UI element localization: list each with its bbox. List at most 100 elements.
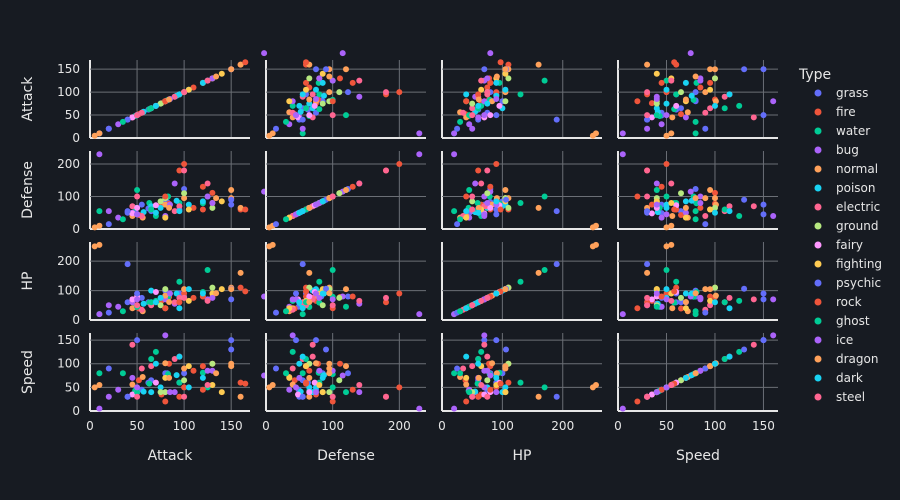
point-rock bbox=[383, 299, 389, 306]
point-bug bbox=[697, 193, 704, 200]
point-electric bbox=[171, 356, 178, 362]
legend-item-rock[interactable]: rock bbox=[814, 295, 862, 309]
point-dark bbox=[176, 305, 183, 312]
point-dragon bbox=[502, 363, 509, 370]
point-normal bbox=[644, 269, 651, 276]
point-poison bbox=[185, 384, 192, 391]
legend-marker bbox=[814, 184, 822, 192]
point-dragon bbox=[707, 66, 714, 73]
point-psychic bbox=[553, 261, 560, 268]
point-dragon bbox=[493, 73, 500, 80]
legend-item-ground[interactable]: ground bbox=[814, 219, 879, 233]
point-electric bbox=[176, 294, 183, 301]
point-psychic bbox=[124, 116, 131, 123]
point-normal bbox=[96, 222, 103, 229]
point-rock bbox=[475, 393, 482, 400]
point-water bbox=[541, 267, 548, 273]
point-bug bbox=[472, 180, 479, 187]
point-water bbox=[204, 267, 211, 273]
point-rock bbox=[329, 398, 336, 405]
point-psychic bbox=[503, 196, 509, 203]
point-normal bbox=[237, 204, 244, 211]
legend-item-fighting[interactable]: fighting bbox=[814, 257, 883, 271]
point-ghost bbox=[283, 308, 289, 315]
legend-item-psychic[interactable]: psychic bbox=[814, 276, 882, 290]
x-axis-title-defense: Defense bbox=[317, 448, 375, 464]
point-water bbox=[316, 91, 323, 98]
legend-item-steel[interactable]: steel bbox=[814, 390, 866, 404]
point-bug bbox=[339, 50, 346, 57]
legend-item-ice[interactable]: ice bbox=[814, 333, 854, 347]
point-steel bbox=[478, 180, 485, 187]
point-fire bbox=[663, 161, 670, 167]
point-psychic bbox=[702, 365, 709, 372]
legend-item-grass[interactable]: grass bbox=[814, 86, 869, 100]
point-rock bbox=[634, 305, 641, 312]
point-rock bbox=[658, 183, 665, 190]
legend-item-fire[interactable]: fire bbox=[814, 105, 856, 119]
point-ghost bbox=[721, 356, 728, 362]
legend-item-electric[interactable]: electric bbox=[814, 200, 881, 214]
point-dragon bbox=[692, 195, 699, 202]
point-steel bbox=[668, 180, 675, 187]
point-ice bbox=[167, 290, 173, 297]
point-bug bbox=[261, 50, 268, 57]
point-dragon bbox=[475, 96, 482, 103]
legend-item-ghost[interactable]: ghost bbox=[814, 314, 870, 328]
y-tick-label: 0 bbox=[72, 222, 80, 236]
point-ground bbox=[181, 190, 188, 197]
point-dark bbox=[712, 299, 718, 306]
point-dark bbox=[475, 360, 482, 367]
legend-item-poison[interactable]: poison bbox=[814, 181, 876, 195]
point-dark bbox=[682, 290, 689, 297]
point-ice bbox=[663, 211, 670, 218]
y-tick-label: 100 bbox=[57, 357, 80, 371]
legend-label: bug bbox=[836, 143, 859, 157]
legend-marker bbox=[814, 146, 822, 154]
point-psychic bbox=[105, 221, 112, 228]
point-water bbox=[329, 384, 336, 391]
point-dragon bbox=[326, 73, 333, 80]
point-normal bbox=[669, 114, 676, 121]
point-rock bbox=[242, 206, 249, 213]
legend-item-bug[interactable]: bug bbox=[814, 143, 859, 157]
legend-item-normal[interactable]: normal bbox=[814, 162, 879, 176]
legend-item-water[interactable]: water bbox=[814, 124, 871, 138]
legend-item-dragon[interactable]: dragon bbox=[814, 352, 879, 366]
point-poison bbox=[502, 86, 509, 93]
point-water bbox=[517, 278, 524, 285]
legend-item-dark[interactable]: dark bbox=[814, 371, 863, 385]
point-water bbox=[736, 213, 743, 219]
point-bug bbox=[96, 311, 103, 318]
x-tick-label: 150 bbox=[220, 419, 243, 433]
point-fairy bbox=[129, 391, 136, 398]
point-dark bbox=[176, 91, 183, 98]
point-fighting bbox=[218, 70, 225, 77]
point-electric bbox=[750, 203, 757, 210]
point-fairy bbox=[648, 114, 655, 121]
point-normal bbox=[237, 61, 244, 68]
point-rock bbox=[162, 305, 169, 312]
point-normal bbox=[463, 381, 470, 388]
point-water bbox=[299, 130, 306, 137]
point-dark bbox=[299, 91, 306, 98]
legend-item-fairy[interactable]: fairy bbox=[814, 238, 863, 252]
point-electric bbox=[309, 91, 316, 98]
point-psychic bbox=[702, 125, 709, 132]
point-ice bbox=[209, 200, 216, 206]
point-normal bbox=[269, 382, 276, 388]
point-psychic bbox=[124, 261, 131, 268]
point-fire bbox=[237, 379, 244, 386]
point-normal bbox=[663, 224, 670, 231]
point-ground bbox=[469, 100, 476, 107]
point-fighting bbox=[218, 198, 225, 205]
point-rock bbox=[658, 293, 665, 300]
point-bug bbox=[356, 93, 363, 100]
point-ice bbox=[663, 112, 670, 119]
point-grass bbox=[228, 337, 235, 344]
point-ice bbox=[313, 389, 319, 396]
point-normal bbox=[702, 195, 709, 202]
point-rock bbox=[634, 398, 641, 405]
point-psychic bbox=[293, 290, 299, 297]
point-ice bbox=[697, 294, 704, 301]
